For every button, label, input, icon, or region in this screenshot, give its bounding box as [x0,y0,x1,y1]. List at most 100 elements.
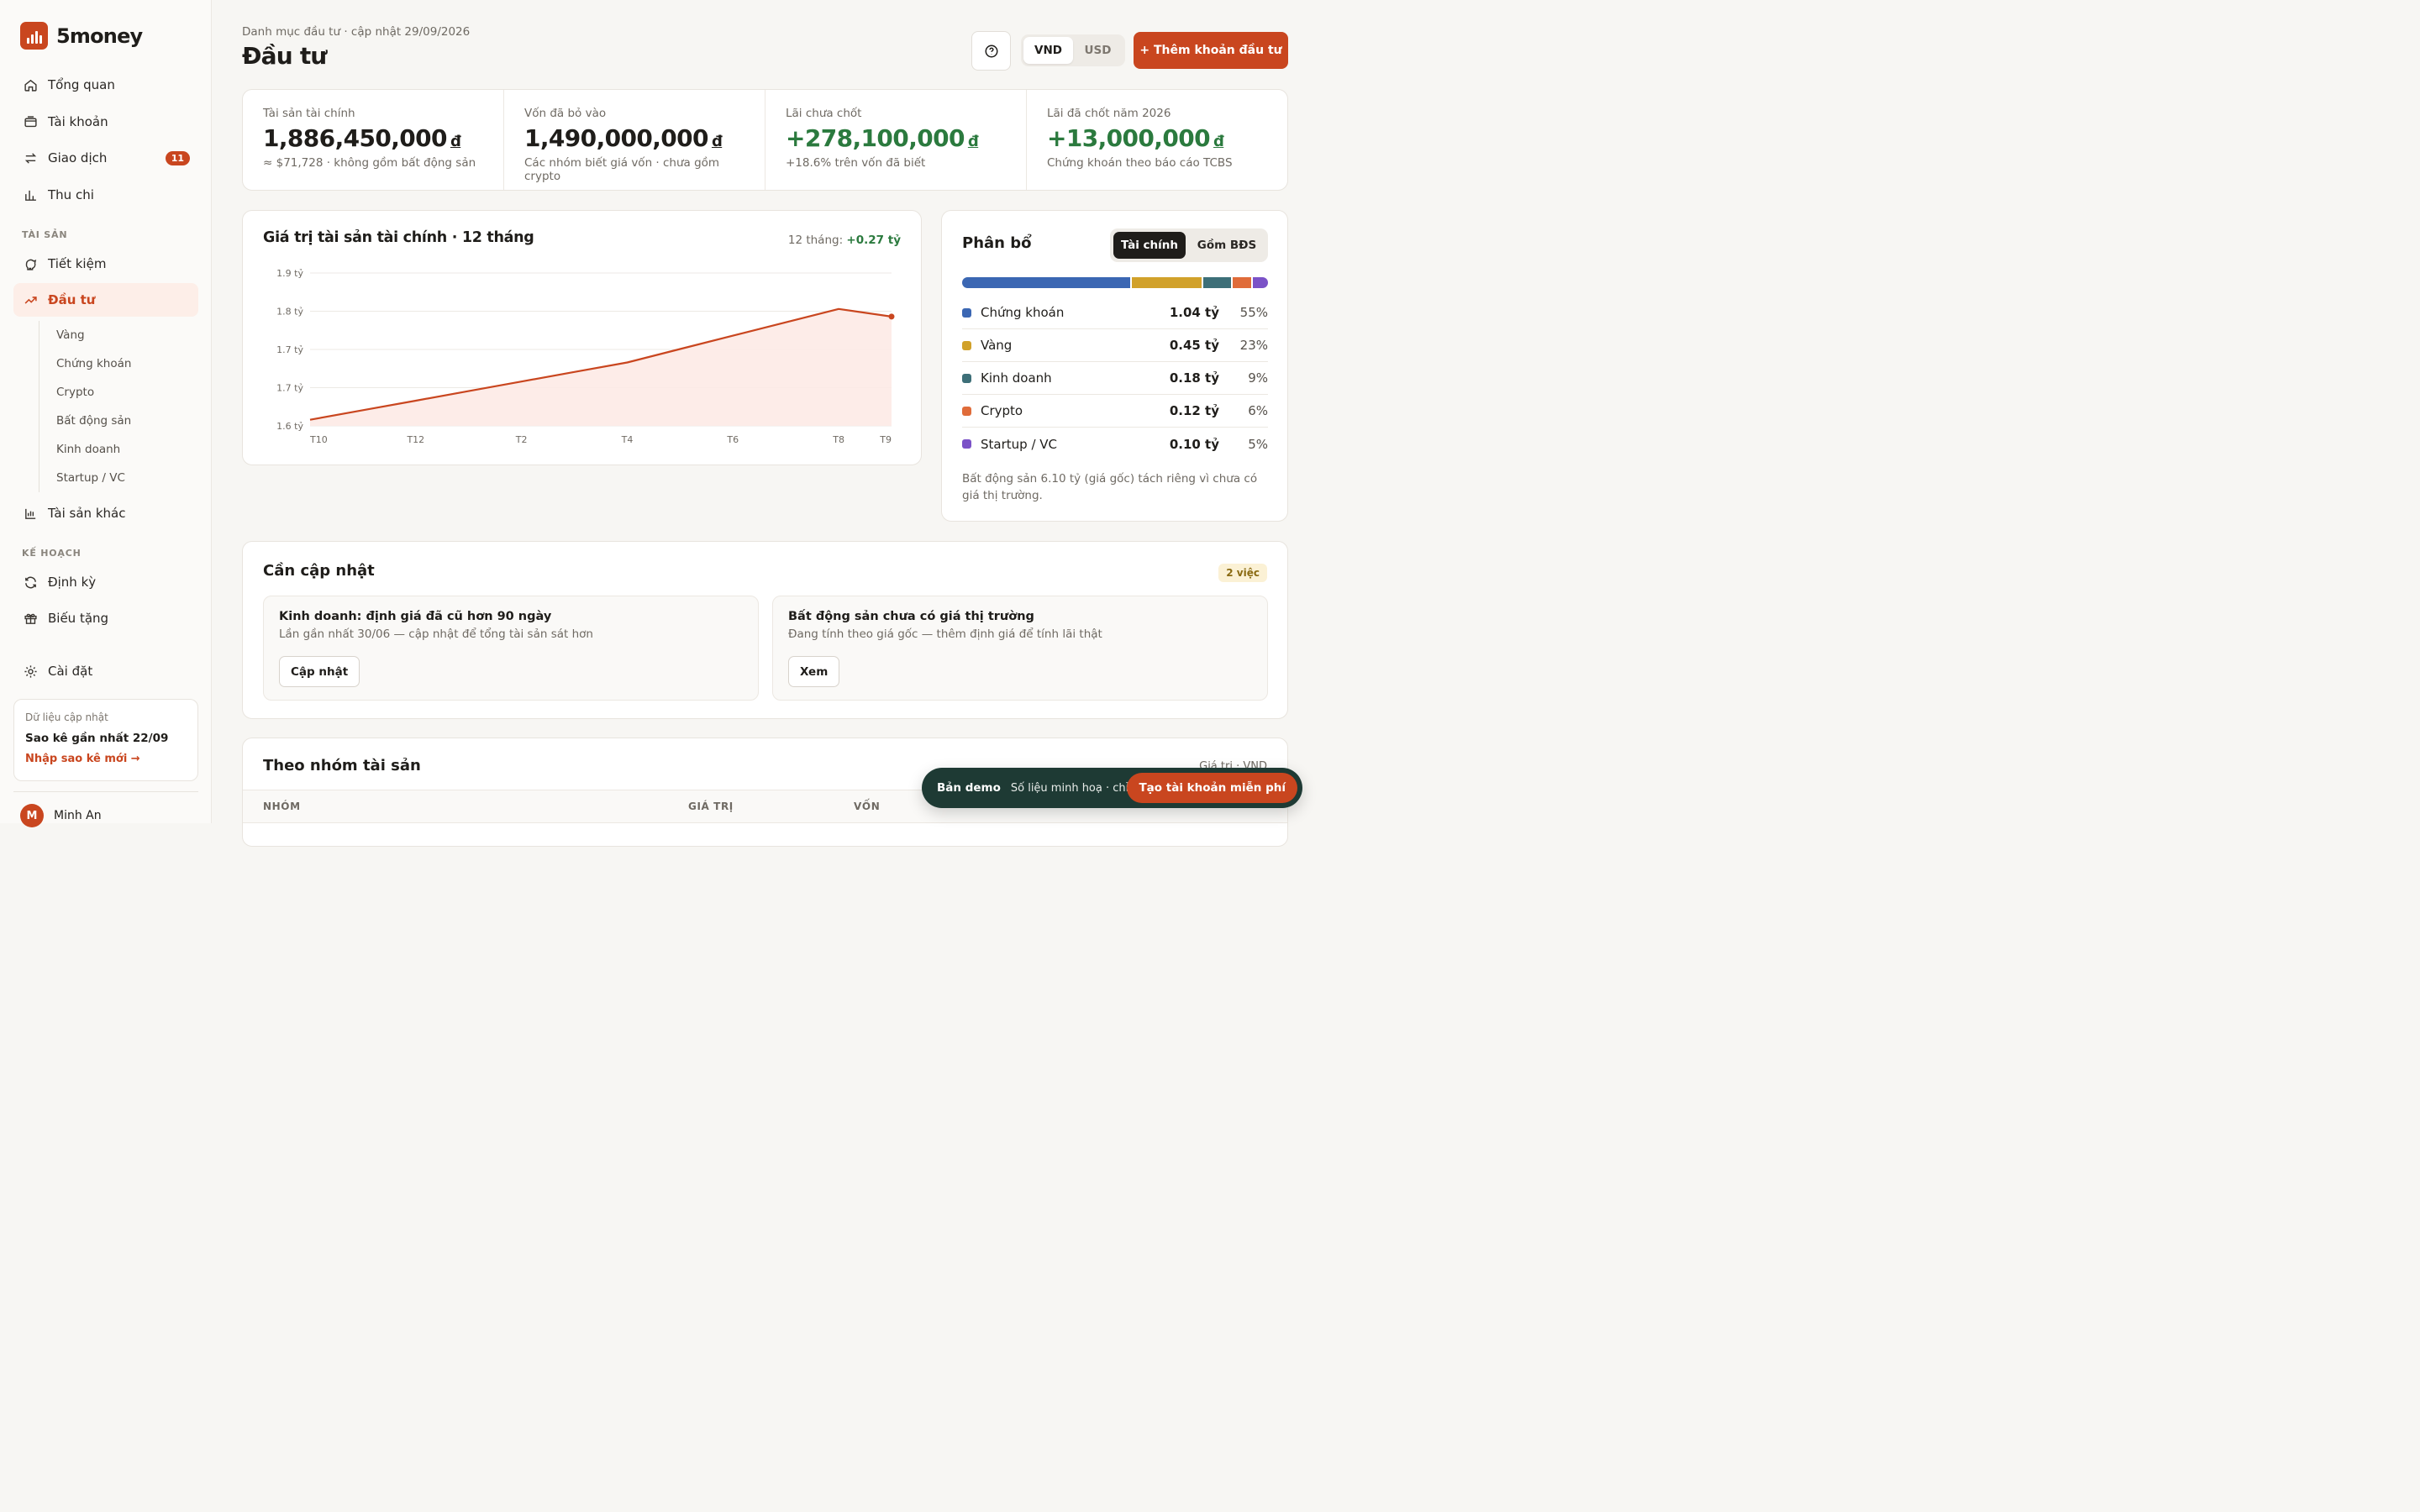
stat-value: 1,490,000,000 đ [524,124,723,152]
nav-item-recurring[interactable]: Định kỳ [13,565,198,599]
add-investment-button[interactable]: + Thêm khoản đầu tư [1134,32,1288,69]
x-tick-label: T10 [309,434,328,445]
nav-label: Tài sản khác [48,506,126,521]
allocation-row-gold: Vàng 0.45 tỷ 23% [962,329,1268,362]
nav-label: Tiết kiệm [48,256,107,271]
user-name: Minh An [54,809,102,822]
subnav-item-startup[interactable]: Startup / VC [56,471,125,485]
allocation-title: Phân bổ [962,234,1032,252]
allocation-row-stocks: Chứng khoán 1.04 tỷ 55% [962,297,1268,329]
bar-chart-icon [24,188,38,202]
allocation-percent: 6% [1248,403,1268,418]
trending-up-icon [24,293,38,307]
transfer-icon [24,151,38,165]
subnav-item-business[interactable]: Kinh doanh [56,443,121,456]
allocation-bar-segment [1233,277,1251,288]
nav-item-investments[interactable]: Đầu tư [13,283,198,317]
nav-item-accounts[interactable]: Tài khoản [13,105,198,139]
refresh-icon [24,575,38,590]
allocation-percent: 23% [1239,338,1268,353]
allocation-name: Chứng khoán [981,305,1065,320]
task-description: Lần gần nhất 30/06 — cập nhật để tổng tà… [279,627,593,641]
stats-summary: Tài sản tài chính 1,886,450,000 đ ≈ $71,7… [242,89,1288,191]
nav-item-gifts[interactable]: Biếu tặng [13,601,198,635]
x-tick-label: T9 [879,434,892,445]
stat-sub: Chứng khoán theo báo cáo TCBS [1047,156,1233,170]
brand-name: 5money [56,24,143,48]
subnav-item-crypto[interactable]: Crypto [56,386,95,399]
subnav-item-gold[interactable]: Vàng [56,328,85,342]
stat-label: Vốn đã bỏ vào [524,107,607,120]
nav-label: Đầu tư [48,292,96,307]
nav-item-transactions[interactable]: Giao dịch 11 [13,141,198,175]
demo-banner: Bản demo Số liệu minh hoạ · chỉ xem Tạo … [922,768,1302,808]
stat-financial-assets: Tài sản tài chính 1,886,450,000 đ ≈ $71,7… [243,90,504,190]
legend-swatch [962,439,971,449]
transactions-count-badge: 11 [165,150,190,165]
chart-change: 12 tháng: +0.27 tỷ [787,234,901,247]
allocation-row-business: Kinh doanh 0.18 tỷ 9% [962,362,1268,395]
x-tick-label: T2 [515,434,528,445]
currency-toggle: VND USD [1021,34,1125,66]
task-real-estate-price: Bất động sản chưa có giá thị trường Đang… [772,596,1268,701]
stat-capital: Vốn đã bỏ vào 1,490,000,000 đ Các nhóm bi… [504,90,765,190]
allocation-toggle: Tài chính Gồm BĐS [1110,228,1268,262]
column-header-group[interactable]: NHÓM [263,801,301,812]
x-tick-label: T4 [621,434,634,445]
breadcrumb: Danh mục đầu tư · cập nhật 29/09/2026 [242,25,471,39]
investment-subnav: Vàng Chứng khoán Crypto Bất động sản Kin… [39,321,198,492]
nav-item-overview[interactable]: Tổng quan [13,68,198,102]
allocation-amount: 0.12 tỷ [1169,403,1219,418]
currency-option-vnd[interactable]: VND [1023,37,1073,64]
nav-item-settings[interactable]: Cài đặt [13,654,198,688]
create-account-button[interactable]: Tạo tài khoản miễn phí [1127,773,1297,803]
legend-swatch [962,307,971,318]
stat-sub: ≈ $71,728 · không gồm bất động sản [263,156,476,170]
chart-title: Giá trị tài sản tài chính · 12 tháng [263,229,534,246]
allocation-list: Chứng khoán 1.04 tỷ 55% Vàng 0.45 tỷ 23%… [962,297,1268,460]
allocation-amount: 0.18 tỷ [1169,370,1219,386]
demo-message: Số liệu minh hoạ · chỉ xem [1010,781,1156,795]
task-title: Kinh doanh: định giá đã cũ hơn 90 ngày [279,610,552,623]
gift-icon [24,612,38,626]
asset-groups-title: Theo nhóm tài sản [263,757,421,774]
chart-columns-icon [24,507,38,521]
y-tick-label: 1.7 tỷ [276,344,303,355]
stat-value: +278,100,000 đ [786,124,979,152]
allocation-percent: 9% [1248,370,1268,386]
piggy-bank-icon [24,257,38,271]
nav-label: Tổng quan [48,77,115,92]
subnav-item-stocks[interactable]: Chứng khoán [56,357,132,370]
nav-item-savings[interactable]: Tiết kiệm [13,247,198,281]
y-tick-label: 1.6 tỷ [276,421,303,432]
nav-label: Định kỳ [48,575,97,590]
allocation-row-crypto: Crypto 0.12 tỷ 6% [962,395,1268,428]
stat-label: Lãi chưa chốt [786,107,862,120]
data-update-label: Dữ liệu cập nhật [25,711,108,723]
nav-label: Cài đặt [48,664,93,679]
nav-label: Tài khoản [48,114,108,129]
needs-update-card: Cần cập nhật 2 việc Kinh doanh: định giá… [242,541,1288,719]
toggle-financial[interactable]: Tài chính [1113,232,1186,259]
gear-icon [24,664,38,679]
allocation-amount: 0.45 tỷ [1169,338,1219,353]
stat-label: Lãi đã chốt năm 2026 [1047,107,1171,120]
allocation-bar [962,277,1268,288]
help-button[interactable] [971,31,1011,71]
view-button[interactable]: Xem [788,656,840,687]
x-tick-label: T8 [832,434,844,445]
nav-item-income-expense[interactable]: Thu chi [13,178,198,212]
currency-option-usd[interactable]: USD [1084,44,1112,57]
brand[interactable]: 5money [20,22,143,50]
column-header-value[interactable]: GIÁ TRỊ [688,801,734,812]
update-button[interactable]: Cập nhật [279,656,360,687]
task-title: Bất động sản chưa có giá thị trường [788,610,1034,623]
user-profile[interactable]: M Minh An [13,791,198,827]
allocation-name: Kinh doanh [981,370,1052,386]
toggle-include-real-estate[interactable]: Gồm BĐS [1197,239,1257,252]
import-statement-link[interactable]: Nhập sao kê mới → [25,753,140,765]
nav-item-other-assets[interactable]: Tài sản khác [13,496,198,530]
column-header-capital[interactable]: VỐN [854,801,881,812]
asset-value-chart-card: 1.9 tỷ 1.8 tỷ 1.7 tỷ 1.7 tỷ 1.6 tỷ T10 T12 T2 T4… [242,210,922,465]
subnav-item-real-estate[interactable]: Bất động sản [56,414,132,428]
